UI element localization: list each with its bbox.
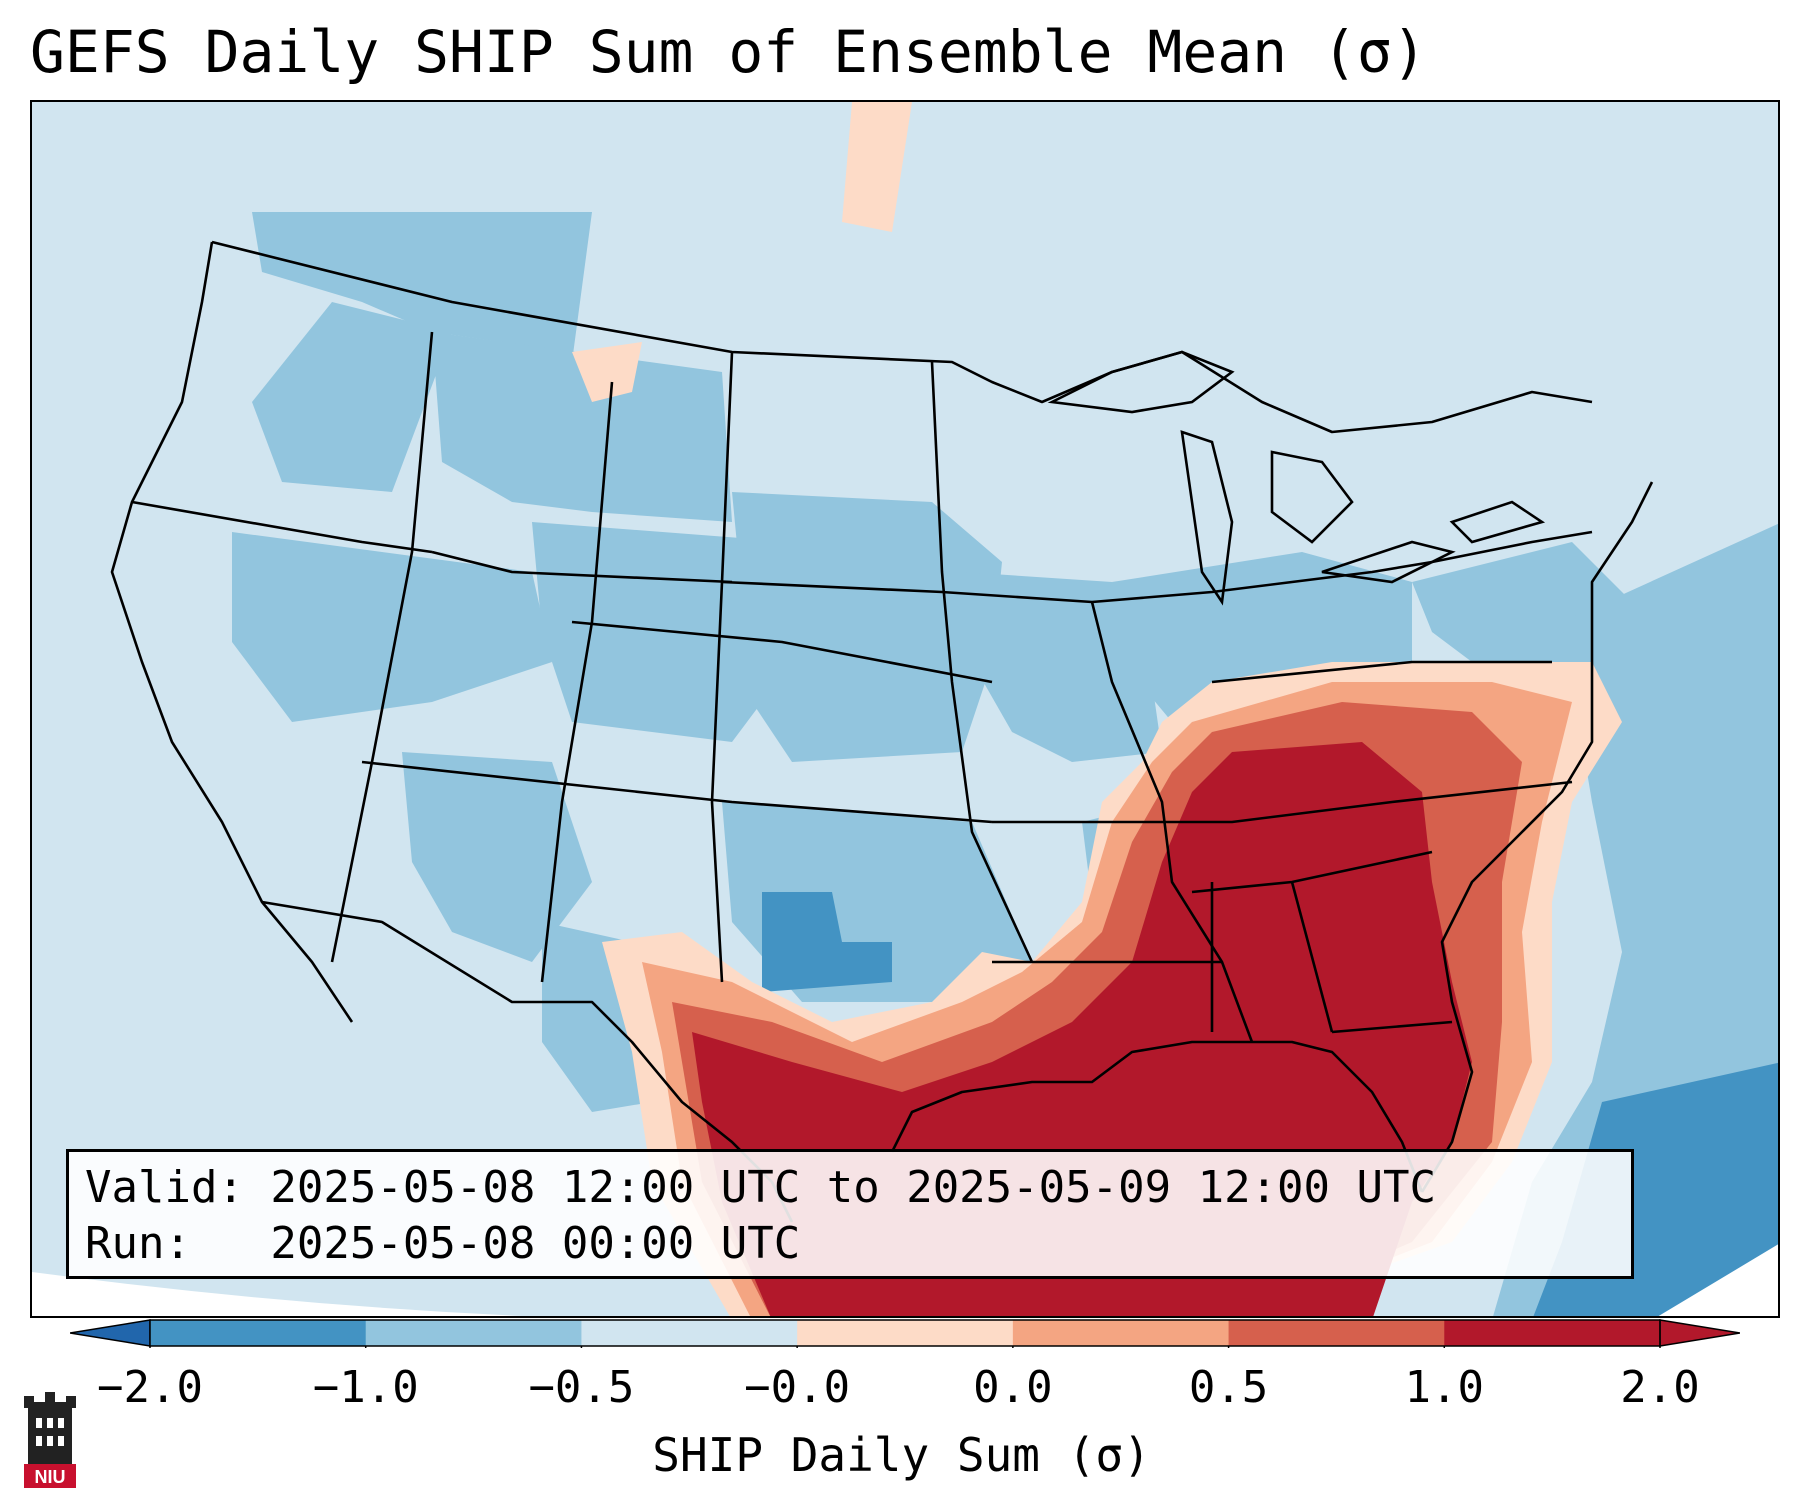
niu-logo: NIU: [24, 1392, 76, 1488]
great-lakes: [1047, 350, 1546, 606]
colorbar-tick-label: −0.5: [528, 1362, 635, 1413]
validity-info-box: Valid: 2025-05-08 12:00 UTC to 2025-05-0…: [66, 1149, 1634, 1279]
colorbar-tick-label: 2.0: [1620, 1362, 1700, 1413]
colorbar-extend-low: [70, 1319, 151, 1347]
colorbar-segment: [1228, 1320, 1445, 1346]
colorbar-tick-label: −0.0: [744, 1362, 851, 1413]
colorbar-extend-high: [1659, 1319, 1740, 1347]
colorbar-segment: [1444, 1320, 1661, 1346]
run-time-text: Run: 2025-05-08 00:00 UTC: [85, 1218, 801, 1269]
colorbar-segment: [150, 1320, 367, 1346]
colorbar-segment: [365, 1320, 582, 1346]
map-panel: [30, 100, 1780, 1318]
colorbar-label: SHIP Daily Sum (σ): [652, 1428, 1151, 1482]
colorbar-segment: [797, 1320, 1014, 1346]
colorbar: [70, 1319, 1740, 1348]
colorbar-tick-label: 0.5: [1188, 1362, 1269, 1413]
valid-time-text: Valid: 2025-05-08 12:00 UTC to 2025-05-0…: [85, 1162, 1437, 1213]
colorbar-tick-label: −2.0: [97, 1362, 203, 1413]
negative-anomaly-areas: [232, 212, 1778, 1316]
map-canvas: [32, 102, 1778, 1316]
logo-text: NIU: [35, 1467, 66, 1487]
colorbar-tick-label: 1.0: [1404, 1362, 1485, 1413]
map-domain-edge: [32, 1272, 523, 1316]
colorbar-segment: [1012, 1320, 1230, 1346]
colorbar-tick-label: 0.0: [973, 1362, 1053, 1413]
state-and-country-borders: [110, 240, 1654, 1223]
colorbar-tick-label: −1.0: [312, 1362, 419, 1413]
colorbar-segment: [581, 1320, 798, 1346]
page-title: GEFS Daily SHIP Sum of Ensemble Mean (σ): [30, 18, 1427, 86]
